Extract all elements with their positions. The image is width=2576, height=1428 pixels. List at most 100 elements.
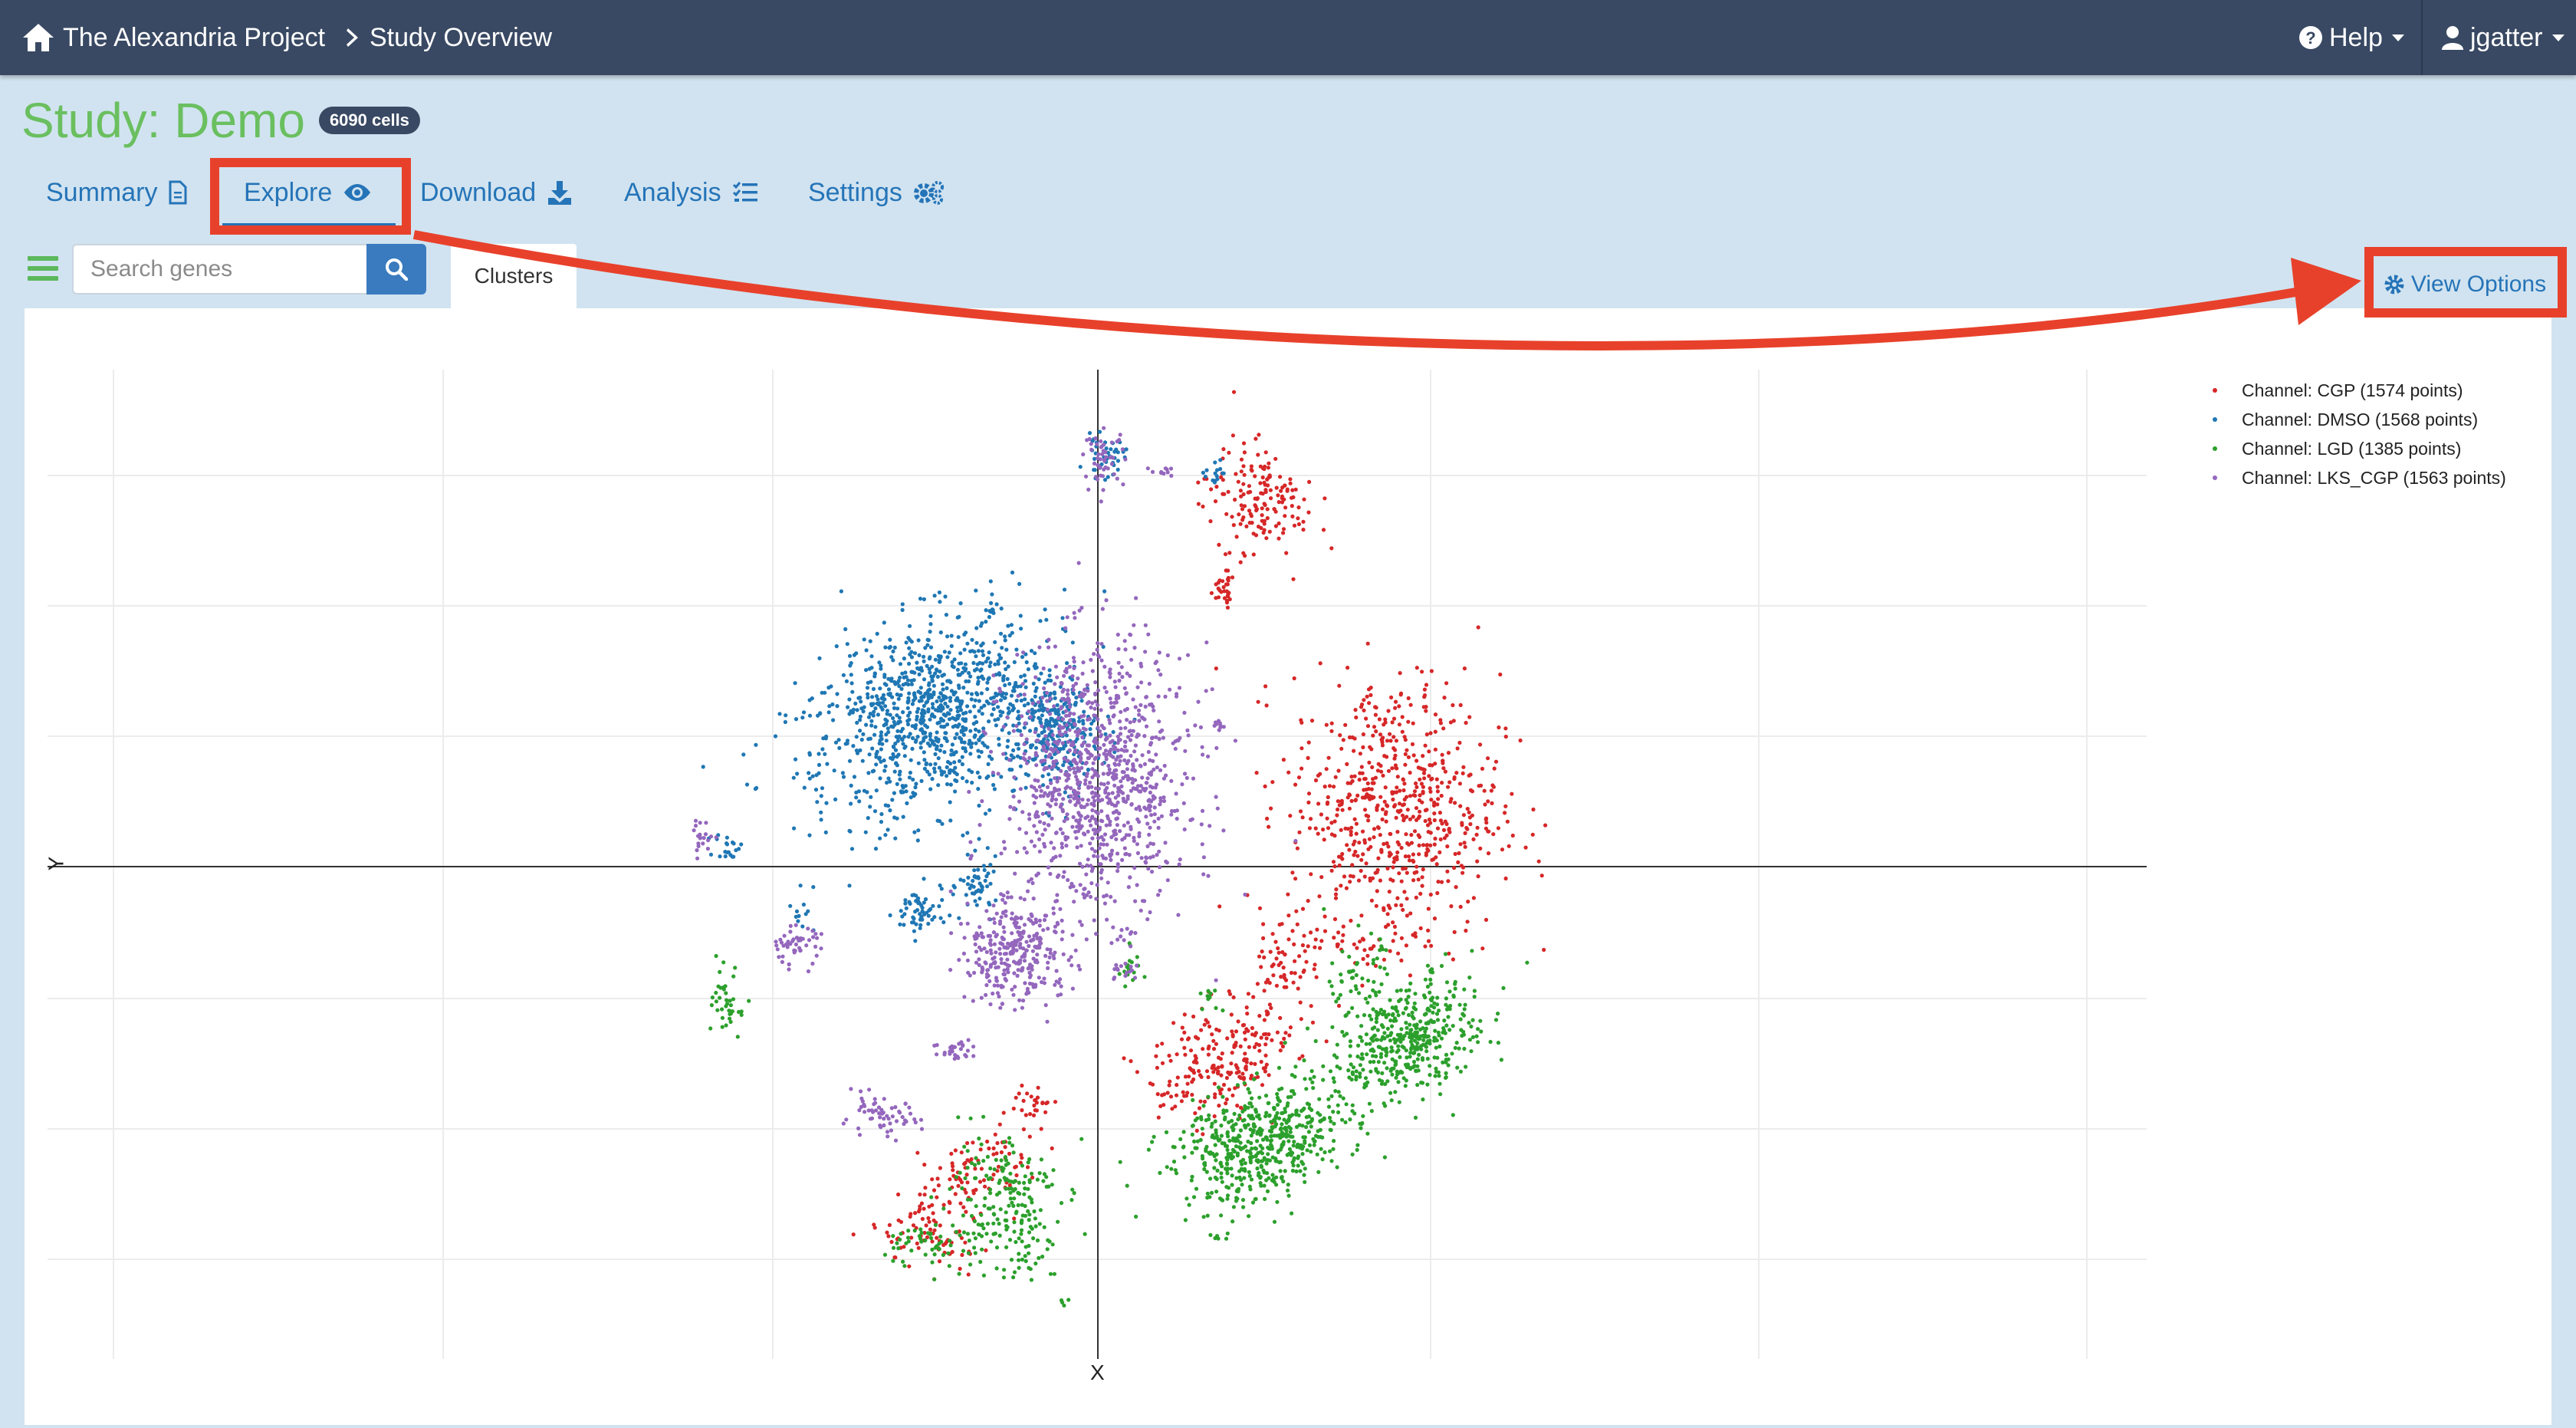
tab-download[interactable]: Download [420, 169, 573, 216]
data-point [1421, 785, 1425, 789]
data-point [985, 686, 990, 692]
data-point [889, 755, 893, 760]
data-point [1013, 1165, 1017, 1170]
data-point [993, 854, 997, 858]
data-point [926, 696, 931, 701]
data-point [1431, 1010, 1435, 1015]
data-point [1369, 1036, 1374, 1041]
data-point [930, 1177, 935, 1182]
data-point [1040, 724, 1044, 729]
data-point [1099, 462, 1104, 467]
data-point [1450, 1051, 1454, 1056]
hamburger-menu-icon[interactable] [28, 256, 58, 282]
data-point [1041, 1179, 1046, 1183]
data-point [1269, 806, 1273, 811]
data-point [846, 705, 850, 709]
data-point [1448, 720, 1453, 725]
data-point [950, 1161, 955, 1166]
data-point [1405, 841, 1410, 846]
data-point [728, 853, 733, 857]
brand-link[interactable]: The Alexandria Project [21, 0, 325, 75]
data-point [1225, 1036, 1230, 1041]
data-point [973, 715, 978, 719]
data-point [1360, 976, 1365, 981]
data-point [1250, 1147, 1254, 1151]
data-point [1117, 678, 1122, 683]
data-point [1261, 922, 1266, 926]
data-point [1366, 787, 1371, 791]
data-point [1265, 1171, 1270, 1176]
data-point [1226, 489, 1230, 494]
view-options-button[interactable]: View Options [2367, 254, 2562, 315]
tab-explore[interactable]: Explore [244, 169, 372, 216]
data-point [957, 1272, 961, 1276]
data-point [981, 1159, 986, 1163]
data-point [1033, 651, 1037, 656]
data-point [1051, 759, 1056, 765]
data-point [1322, 837, 1326, 842]
data-point [977, 738, 981, 742]
data-point [902, 923, 906, 927]
data-point [1069, 786, 1073, 791]
data-point [873, 847, 879, 851]
data-point [1413, 1024, 1418, 1028]
search-genes-input[interactable] [72, 244, 366, 294]
data-point [1363, 1076, 1368, 1081]
data-point [1106, 791, 1111, 796]
data-point [1247, 1045, 1251, 1049]
data-point [1368, 686, 1373, 690]
tab-settings[interactable]: Settings [808, 169, 945, 216]
data-point [941, 770, 947, 775]
help-menu[interactable]: ? Help [2298, 0, 2404, 75]
data-point [895, 721, 901, 726]
data-point [1291, 1163, 1296, 1168]
data-point [1393, 763, 1398, 768]
data-point [1285, 1188, 1290, 1193]
user-menu[interactable]: jgatter [2441, 0, 2564, 75]
data-point [1389, 1067, 1394, 1071]
data-point [964, 666, 968, 671]
data-point [1053, 752, 1057, 756]
data-point [1329, 546, 1334, 551]
data-point [1052, 723, 1056, 729]
data-point [1333, 1089, 1338, 1094]
data-point [951, 768, 955, 773]
data-point [870, 746, 875, 751]
data-point [951, 716, 955, 720]
data-point [1352, 749, 1356, 753]
data-point [1428, 1038, 1432, 1043]
data-point [1059, 768, 1063, 773]
data-point [1435, 995, 1440, 1000]
data-point [1306, 740, 1311, 745]
data-point [1405, 897, 1409, 901]
data-point [1415, 1045, 1421, 1050]
data-point [1050, 729, 1054, 734]
data-point [943, 713, 948, 718]
tab-analysis[interactable]: Analysis [624, 169, 758, 216]
data-point [1027, 812, 1032, 817]
data-point [928, 732, 933, 736]
data-point [1125, 797, 1130, 801]
data-point [1198, 1137, 1203, 1142]
scatter-plot[interactable] [25, 308, 2551, 1425]
data-point [1030, 757, 1035, 762]
data-point [977, 709, 981, 713]
data-point [1298, 1169, 1303, 1173]
search-button[interactable] [366, 244, 426, 294]
data-point [1395, 830, 1400, 834]
breadcrumb-study-overview[interactable]: Study Overview [345, 0, 552, 75]
data-point [1183, 749, 1188, 753]
data-point [1001, 710, 1005, 715]
data-point [1251, 1128, 1256, 1133]
data-point [1466, 900, 1470, 904]
data-point [1100, 819, 1105, 824]
tab-clusters[interactable]: Clusters [451, 244, 577, 308]
data-point [1214, 1176, 1219, 1181]
data-point [972, 704, 977, 709]
data-point [965, 831, 970, 835]
data-point [1217, 542, 1221, 547]
tab-summary[interactable]: Summary [46, 169, 188, 216]
data-point [727, 1008, 731, 1013]
data-point [922, 750, 926, 755]
data-point [932, 742, 937, 747]
